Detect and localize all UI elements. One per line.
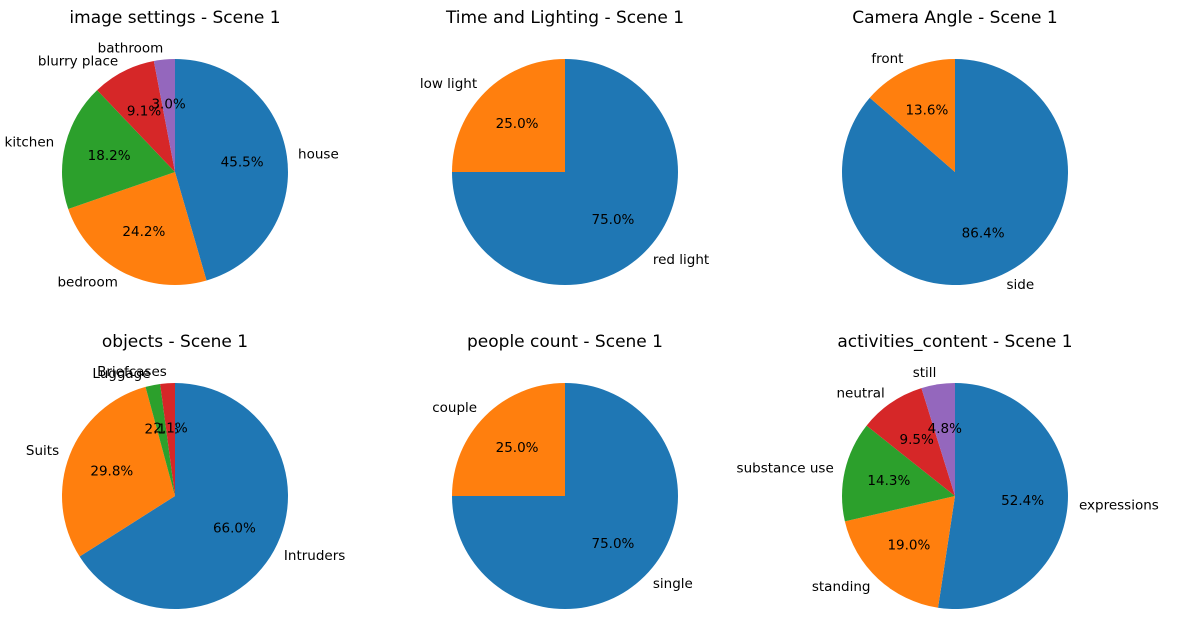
slice-label: single xyxy=(653,576,693,592)
pie-slice-front xyxy=(869,59,955,172)
pie-slice-neutral xyxy=(866,388,955,496)
pie-slice-house xyxy=(175,59,288,281)
pie-slice-suits xyxy=(61,386,176,557)
slice-percent-label: 19.0% xyxy=(887,538,930,554)
pie-slice-couple xyxy=(452,383,565,496)
slice-percent-label: 75.0% xyxy=(591,536,634,552)
pie-slice-briefcases xyxy=(160,383,175,496)
pie-slice-blurry-place xyxy=(97,61,175,172)
slice-percent-label: 4.8% xyxy=(928,421,962,437)
slice-percent-label: 2.1% xyxy=(153,420,187,436)
slice-label: Intruders xyxy=(284,548,345,564)
pie-chart-1: image settings - Scene 1 house 45.5% bedroo… xyxy=(5,8,339,290)
slice-percent-label: 14.3% xyxy=(867,473,910,489)
slice-percent-label: 18.2% xyxy=(88,148,131,164)
pie-chart-5: people count - Scene 1 single 75.0% couple 2… xyxy=(432,332,693,609)
slice-label: side xyxy=(1007,277,1035,293)
slice-label: Briefcases xyxy=(97,364,167,380)
slice-label: house xyxy=(298,146,339,162)
slice-label: front xyxy=(871,51,903,67)
pie-chart-3: Camera Angle - Scene 1 side 86.4% front 13.6… xyxy=(842,8,1069,293)
slice-label: blurry place xyxy=(38,53,118,69)
slice-percent-label: 25.0% xyxy=(496,116,539,132)
slice-percent-label: 29.8% xyxy=(90,463,133,479)
slice-percent-label: 75.0% xyxy=(591,212,634,228)
pie-slice-intruders xyxy=(79,383,288,609)
pie-slice-kitchen xyxy=(62,90,175,209)
slice-label: couple xyxy=(432,400,477,416)
pie-slice-bedroom xyxy=(68,172,207,285)
slice-label: Luggage xyxy=(92,366,150,382)
slice-percent-label: 3.0% xyxy=(151,97,185,113)
slice-percent-label: 66.0% xyxy=(213,521,256,537)
slice-label: substance use xyxy=(737,461,834,477)
slice-label: still xyxy=(913,365,937,381)
pie-slice-low-light xyxy=(452,59,565,172)
slice-percent-label: 9.5% xyxy=(900,432,934,448)
slice-label: kitchen xyxy=(5,135,55,151)
pie-slice-side xyxy=(842,59,1069,285)
slice-label: Suits xyxy=(26,443,59,459)
chart-title: people count - Scene 1 xyxy=(467,332,663,352)
pie-slice-standing xyxy=(844,496,955,608)
slice-percent-label: 24.2% xyxy=(122,224,165,240)
pie-slice-luggage xyxy=(145,383,175,496)
chart-title: image settings - Scene 1 xyxy=(69,8,280,28)
slice-label: low light xyxy=(420,76,477,92)
slice-label: bathroom xyxy=(98,40,164,56)
slice-percent-label: 52.4% xyxy=(1001,493,1044,509)
chart-title: objects - Scene 1 xyxy=(102,332,248,352)
slice-label: expressions xyxy=(1079,497,1159,513)
slice-label: standing xyxy=(812,579,871,595)
chart-title: activities_content - Scene 1 xyxy=(837,332,1072,352)
pie-chart-2: Time and Lighting - Scene 1 red light 75.0… xyxy=(420,8,709,285)
chart-title: Camera Angle - Scene 1 xyxy=(852,8,1058,28)
pie-chart-6: activities_content - Scene 1 expressions 5… xyxy=(737,332,1159,609)
slice-percent-label: 13.6% xyxy=(905,102,948,118)
slice-percent-label: 86.4% xyxy=(962,226,1005,242)
slice-label: neutral xyxy=(837,385,885,401)
pie-slice-substance-use xyxy=(842,425,955,522)
slice-percent-label: 25.0% xyxy=(496,440,539,456)
slice-percent-label: 9.1% xyxy=(127,104,161,120)
chart-title: Time and Lighting - Scene 1 xyxy=(445,8,684,28)
pie-slice-bathroom xyxy=(153,59,175,172)
slice-label: red light xyxy=(653,252,709,268)
pie-chart-4: objects - Scene 1 Intruders 66.0% Suits 29.8… xyxy=(26,332,345,609)
slice-percent-label: 45.5% xyxy=(221,154,264,170)
pie-slice-still xyxy=(921,383,955,496)
slice-label: bedroom xyxy=(57,274,117,290)
pie-slice-expressions xyxy=(938,383,1068,609)
